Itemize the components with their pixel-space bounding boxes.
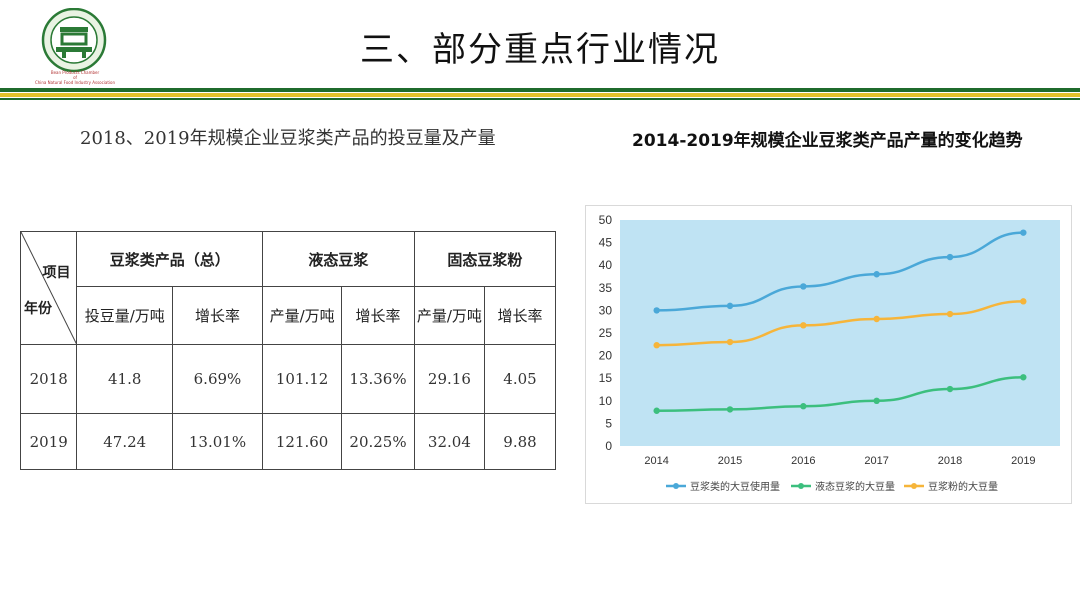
legend-label: 豆浆粉的大豆量 [928,480,998,493]
y-tick-label: 30 [599,303,613,317]
table-cell: 9.88 [484,413,556,470]
x-tick-label: 2014 [644,455,668,467]
corner-diagonal [21,232,77,345]
table-cell: 41.8 [76,344,173,414]
y-tick-label: 25 [599,326,613,340]
table-corner-cell: 项目 年份 [19,231,78,345]
subheader-cell: 增长率 [484,286,556,345]
table-cell: 121.60 [261,413,343,470]
page-title: 三、部分重点行业情况 [360,30,720,70]
data-point [800,322,807,329]
legend-label: 豆浆类的大豆使用量 [690,480,780,493]
plot-area [620,220,1060,446]
table-row: 2018 41.8 6.69% 101.12 13.36% 29.16 4.05 [19,344,556,414]
logo-caption: Bean Products Chamber of China Natural F… [34,70,116,85]
logo-caption-line: of [73,75,77,80]
series-line [656,376,1024,412]
table-cell: 32.04 [413,413,486,470]
corner-label-item: 项目 [42,265,71,281]
logo-caption-line: Bean Products Chamber [50,70,100,75]
y-tick-label: 50 [599,213,613,227]
data-point [726,302,734,310]
header-stripe-green-thin [0,98,1080,100]
data-point [946,253,954,261]
line-chart: 0 5 10 15 20 25 30 35 40 45 50 2014 2015 2016 2017 2018… [585,205,1072,504]
group-header-liquid: 液态豆浆 [262,231,415,287]
y-tick-label: 5 [605,416,612,430]
header-stripe-gold [0,93,1080,97]
table-title: 2018、2019年规模企业豆浆类产品的投豆量及产量 [80,128,496,149]
x-tick-label: 2015 [718,455,742,467]
chart-title: 2014-2019年规模企业豆浆类产品产量的变化趋势 [632,131,1023,151]
subheader-cell: 增长率 [171,286,264,345]
association-logo [41,8,107,73]
table-cell: 29.16 [413,344,486,414]
data-point [873,397,880,404]
data-point [653,342,660,349]
table-cell: 4.05 [484,344,556,414]
y-tick-label: 0 [605,439,612,453]
y-tick-label: 35 [599,281,613,295]
y-tick-label: 45 [599,236,613,250]
chart-svg: 0 5 10 15 20 25 30 35 40 45 50 2014 2015 2016 2017 2018… [599,213,1060,493]
subheader-cell: 增长率 [341,286,415,345]
table-cell: 101.12 [261,344,343,414]
legend-label: 液态豆浆的大豆量 [815,480,895,493]
header-stripe-green [0,88,1080,92]
x-tick-label: 2018 [938,455,962,467]
x-tick-label: 2017 [864,455,888,467]
data-point [800,403,807,410]
table-cell: 13.36% [341,344,415,414]
subheader-cell: 产量/万吨 [413,286,486,345]
group-header-total: 豆浆类产品（总） [76,231,263,287]
table-cell: 13.01% [171,413,264,470]
data-point [1020,298,1027,305]
data-point [873,315,880,323]
corner-label-year: 年份 [24,301,52,317]
data-table: 项目 年份 豆浆类产品（总） 液态豆浆 固态豆浆粉 投豆量/万吨 增长率 产量/… [19,231,557,470]
table-cell: 6.69% [171,344,264,414]
data-point [653,407,660,414]
row-year: 2019 [19,413,78,470]
data-point [1020,374,1027,381]
data-point [873,271,880,278]
data-point [800,283,807,290]
data-point [1020,229,1027,236]
data-point [726,406,734,413]
y-tick-label: 40 [599,258,613,272]
x-tick-label: 2019 [1011,455,1035,467]
data-point [946,385,954,393]
series-line [656,300,1024,347]
data-point [726,338,734,346]
table-cell: 47.24 [76,413,173,470]
data-point [946,310,954,318]
subheader-cell: 投豆量/万吨 [76,286,173,345]
row-year: 2018 [19,344,78,414]
data-point [653,307,660,314]
table-cell: 20.25% [341,413,415,470]
y-tick-label: 10 [599,394,613,408]
x-tick-label: 2016 [791,455,815,467]
logo-caption-line: China Natural Food Industry Association [34,80,116,85]
legend-marker [798,483,804,489]
legend-marker [911,483,917,489]
legend-marker [673,483,679,489]
y-tick-label: 15 [599,371,613,385]
subheader-cell: 产量/万吨 [261,286,343,345]
y-tick-label: 20 [599,349,613,363]
table-row: 2019 47.24 13.01% 121.60 20.25% 32.04 9.… [19,413,556,470]
group-header-powder: 固态豆浆粉 [413,231,557,287]
